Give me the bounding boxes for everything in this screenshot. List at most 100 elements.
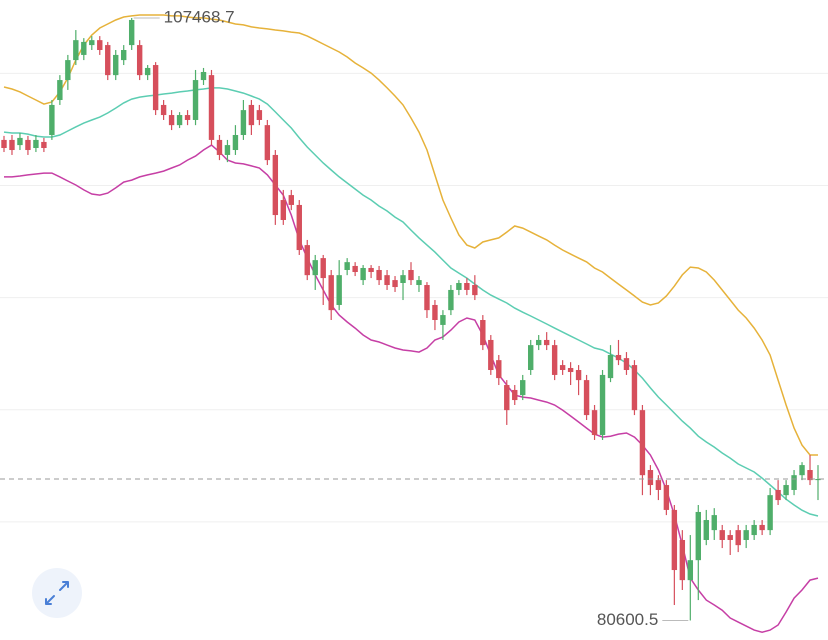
candle-body [200,71,207,81]
candle-body [113,54,119,76]
expand-icon[interactable] [45,581,69,605]
candle-body [65,60,71,81]
candle-body [663,485,670,510]
candle-body [17,137,23,146]
candle-body [655,480,662,490]
candles [1,17,821,621]
candle-body [176,115,183,126]
candle-body [480,320,486,346]
candle-body [767,495,773,531]
candle-body [623,358,630,371]
candle-body [73,40,79,61]
expand-button[interactable] [32,568,82,618]
candle-body [216,139,223,155]
candle-body [152,65,159,111]
candle-body [328,275,334,311]
candle-body [121,50,127,61]
candle-body [105,45,111,76]
candle-body [791,475,797,490]
candle-body [400,275,406,283]
candle-body [432,304,438,320]
candle-body [240,110,247,135]
candle-body [296,204,302,251]
candle-body [416,280,422,286]
candle-body [136,45,143,76]
candle-body [456,282,462,290]
candle-body [89,40,95,46]
candle-body [687,560,694,581]
candle-body [512,389,518,401]
candle-body [783,485,789,496]
candle-body [408,269,414,281]
candle-body [815,478,821,481]
candle-body [488,339,494,371]
candle-body [384,275,390,286]
candle-body [775,489,781,501]
candle-body [33,139,39,149]
candle-body [144,67,151,76]
candle-body [49,104,55,135]
candle-body [440,315,446,325]
max-label: 107468.7 [164,7,235,26]
candle-body [559,365,566,371]
candle-body [392,280,398,288]
candle-body [368,267,374,273]
candle-body [671,509,678,571]
candle-body [81,41,87,55]
candle-body [344,262,350,270]
candle-body [679,539,686,581]
candle-body [312,260,318,276]
candle-body [591,410,598,436]
candle-body [607,354,614,379]
candle-body [496,360,502,379]
candle-body [168,115,175,126]
candle-body [599,374,606,436]
candle-body [735,530,741,546]
candle-body [128,19,135,46]
candle-body [551,345,558,375]
candle-body [567,367,574,373]
candle-body [336,275,342,305]
candle-body [256,110,263,120]
candle-body [647,470,654,486]
candle-body [639,410,646,476]
candle-body [41,141,47,149]
candle-body [248,104,255,126]
candle-body [280,200,287,220]
candle-body [192,80,199,120]
band-line [3,14,818,456]
candle-body [695,511,701,561]
candle-body [360,267,366,281]
candle-body [448,289,454,311]
candle-body [799,465,805,476]
candle-body [727,535,733,540]
candle-body [703,520,709,540]
candle-body [759,524,765,531]
candle-body [304,245,310,276]
expand-button-bg[interactable] [32,568,82,618]
candle-body [535,339,542,346]
candle-body [711,515,717,531]
candle-body [472,285,478,296]
candle-body [719,530,725,540]
candle-body [807,470,813,481]
candle-body [97,40,103,51]
grid [0,72,828,523]
candle-body [575,370,582,381]
candle-body [583,380,590,416]
candle-body [352,265,358,273]
candle-body [464,282,470,290]
candle-body [224,145,231,155]
candle-body [504,385,510,411]
candle-body [743,530,749,540]
candle-body [1,139,7,149]
band-line [3,87,819,517]
candle-body [9,139,15,151]
candle-body [320,258,326,279]
min-label: 80600.5 [597,610,658,629]
candle-body [520,380,526,396]
candle-body [264,125,271,161]
candle-body [57,80,63,101]
